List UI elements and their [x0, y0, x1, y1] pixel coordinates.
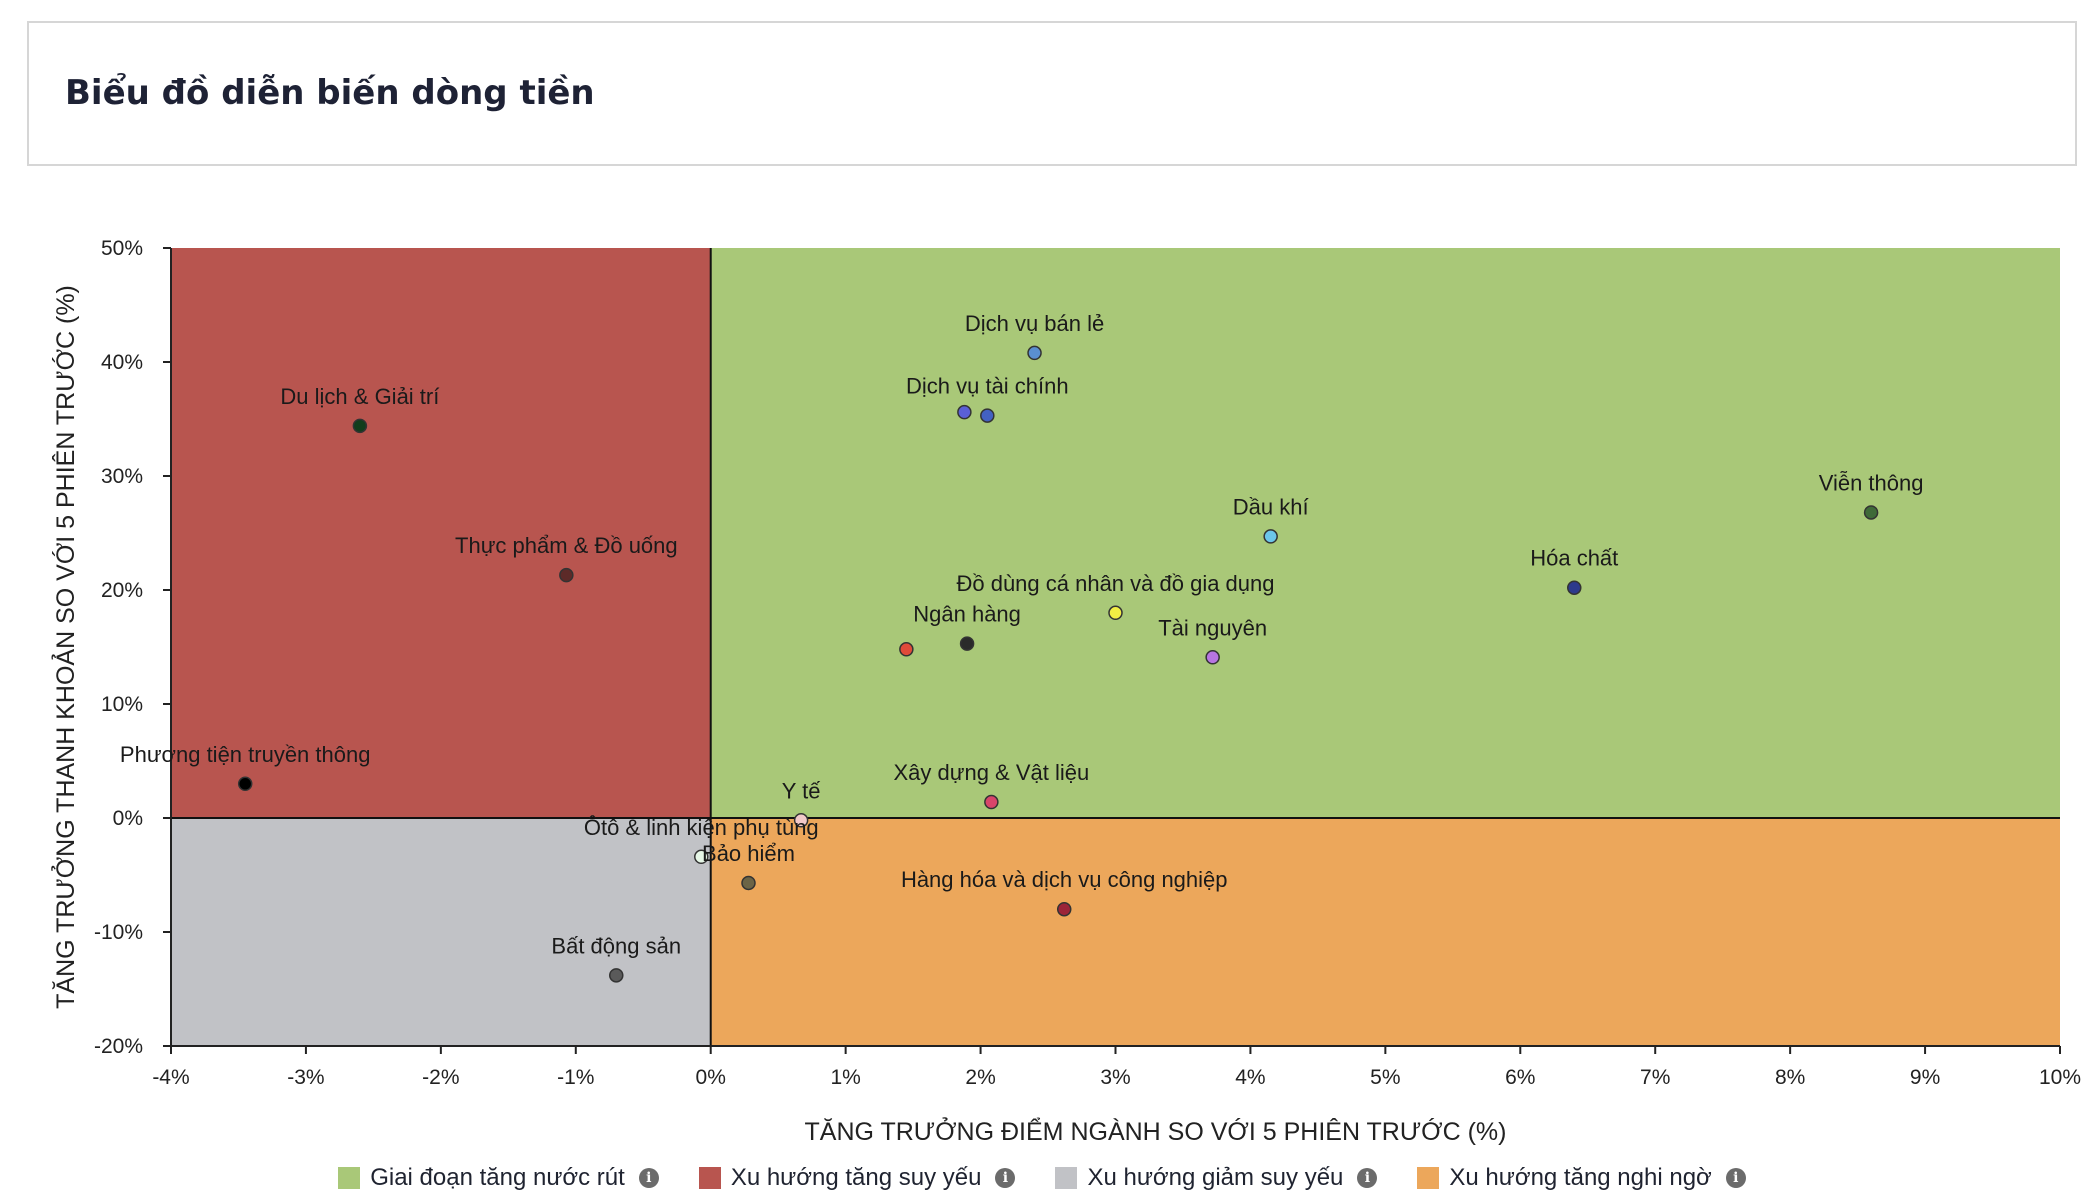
info-icon[interactable]: i: [1725, 1168, 1746, 1188]
legend-item-doubtful-uptrend[interactable]: Xu hướng tăng nghi ngờ i: [1417, 1160, 1746, 1196]
x-tick-label: 4%: [1235, 1066, 1265, 1089]
legend-item-weakening-downtrend[interactable]: Xu hướng giảm suy yếu i: [1055, 1160, 1378, 1196]
data-label: Ôtô & linh kiện phụ tùng: [584, 815, 819, 840]
data-point: [959, 636, 975, 651]
cash-flow-scatter-chart: -4% -3% -2% -1% 0% 1% 2% 3% 4% 5% 6% 7% 8% 9% 10% -20% -…: [50, 237, 2081, 1146]
x-tick-label: 7%: [1640, 1066, 1670, 1089]
page-title: Biểu đồ diễn biến dòng tiền: [65, 73, 595, 113]
chart-legend: Giai đoạn tăng nước rút i Xu hướng tăng …: [0, 1160, 2084, 1196]
legend-swatch: [338, 1167, 361, 1189]
data-point: [980, 408, 995, 423]
data-point: [1863, 505, 1879, 520]
legend-label: Xu hướng tăng nghi ngờ: [1449, 1164, 1712, 1191]
legend-label: Giai đoạn tăng nước rút: [370, 1164, 625, 1191]
quadrant-doubtful-uptrend: [710, 818, 2060, 1046]
x-tick-label: 3%: [1100, 1066, 1130, 1089]
info-icon[interactable]: i: [1357, 1168, 1378, 1188]
x-tick-label: -4%: [152, 1066, 189, 1089]
data-point: [694, 849, 709, 865]
y-axis-title: TĂNG TRƯỞNG THANH KHOẢN SO VỚI 5 PHIÊN T…: [50, 285, 80, 1009]
data-label: Dầu khí: [1233, 494, 1309, 519]
info-icon[interactable]: i: [638, 1168, 659, 1188]
y-tick-label: 20%: [101, 579, 143, 602]
data-point: [793, 813, 809, 828]
data-point: [1263, 529, 1278, 544]
y-tick-label: 50%: [101, 237, 143, 260]
chart-title-panel: Biểu đồ diễn biến dòng tiền: [27, 21, 2077, 166]
x-tick-label: -3%: [287, 1066, 324, 1089]
data-point: [237, 776, 253, 792]
y-tick-label: -20%: [94, 1035, 143, 1058]
data-label: Tài nguyên: [1158, 615, 1267, 640]
quadrant-weakening-uptrend: [171, 248, 711, 818]
quadrant-sprint: [710, 248, 2060, 818]
data-point: [1056, 901, 1072, 917]
data-point: [352, 418, 368, 434]
x-axis-title: TĂNG TRƯỞNG ĐIỂM NGÀNH SO VỚI 5 PHIÊN TR…: [805, 1116, 1507, 1146]
legend-item-sprint[interactable]: Giai đoạn tăng nước rút i: [338, 1160, 659, 1196]
data-label: Đồ dùng cá nhân và đồ gia dụng: [956, 571, 1274, 596]
data-label: Phương tiện truyền thông: [120, 742, 371, 767]
data-label: Dịch vụ bán lẻ: [965, 311, 1104, 336]
x-tick-label: 10%: [2039, 1066, 2081, 1089]
data-point: [741, 875, 756, 891]
legend-item-weakening-uptrend[interactable]: Xu hướng tăng suy yếu i: [698, 1160, 1016, 1196]
data-label: Viễn thông: [1819, 470, 1924, 495]
data-label: Dịch vụ tài chính: [906, 374, 1069, 399]
data-label: Du lịch & Giải trí: [280, 384, 439, 409]
data-point: [1108, 605, 1123, 621]
x-tick-label: 0%: [696, 1066, 726, 1089]
y-tick-label: 30%: [101, 465, 143, 488]
legend-swatch: [1417, 1167, 1440, 1189]
data-point: [1205, 650, 1220, 665]
info-icon[interactable]: i: [995, 1168, 1016, 1188]
data-point: [899, 642, 914, 657]
data-label: Xây dựng & Vật liệu: [893, 760, 1089, 785]
x-tick-label: 2%: [965, 1066, 995, 1089]
data-label: Thực phẩm & Đồ uống: [455, 533, 678, 558]
x-tick-label: -2%: [422, 1066, 459, 1089]
data-point: [559, 567, 574, 583]
x-tick-label: 8%: [1775, 1066, 1805, 1089]
legend-swatch: [698, 1167, 721, 1189]
data-point: [984, 794, 999, 810]
y-tick-label: 10%: [101, 693, 143, 716]
quadrant-weakening-downtrend: [171, 818, 711, 1046]
data-label: Bảo hiểm: [702, 841, 795, 866]
x-tick-label: -1%: [557, 1066, 594, 1089]
y-tick-label: 0%: [113, 807, 143, 830]
x-tick-label: 9%: [1910, 1066, 1940, 1089]
data-point: [957, 404, 972, 420]
legend-label: Xu hướng giảm suy yếu: [1087, 1164, 1344, 1191]
legend-swatch: [1055, 1167, 1078, 1189]
data-label: Hàng hóa và dịch vụ công nghiệp: [901, 867, 1228, 892]
data-label: Bất động sản: [551, 933, 681, 958]
data-point: [1027, 345, 1042, 361]
x-tick-label: 6%: [1505, 1066, 1535, 1089]
data-label: Y tế: [782, 778, 821, 803]
data-label: Ngân hàng: [913, 602, 1021, 627]
legend-label: Xu hướng tăng suy yếu: [730, 1164, 982, 1191]
data-label: Hóa chất: [1530, 546, 1618, 571]
y-tick-label: -10%: [94, 921, 143, 944]
x-tick-label: 1%: [830, 1066, 860, 1089]
y-tick-label: 40%: [101, 351, 143, 374]
data-point: [609, 968, 624, 983]
x-tick-label: 5%: [1370, 1066, 1400, 1089]
data-point: [1567, 580, 1582, 595]
